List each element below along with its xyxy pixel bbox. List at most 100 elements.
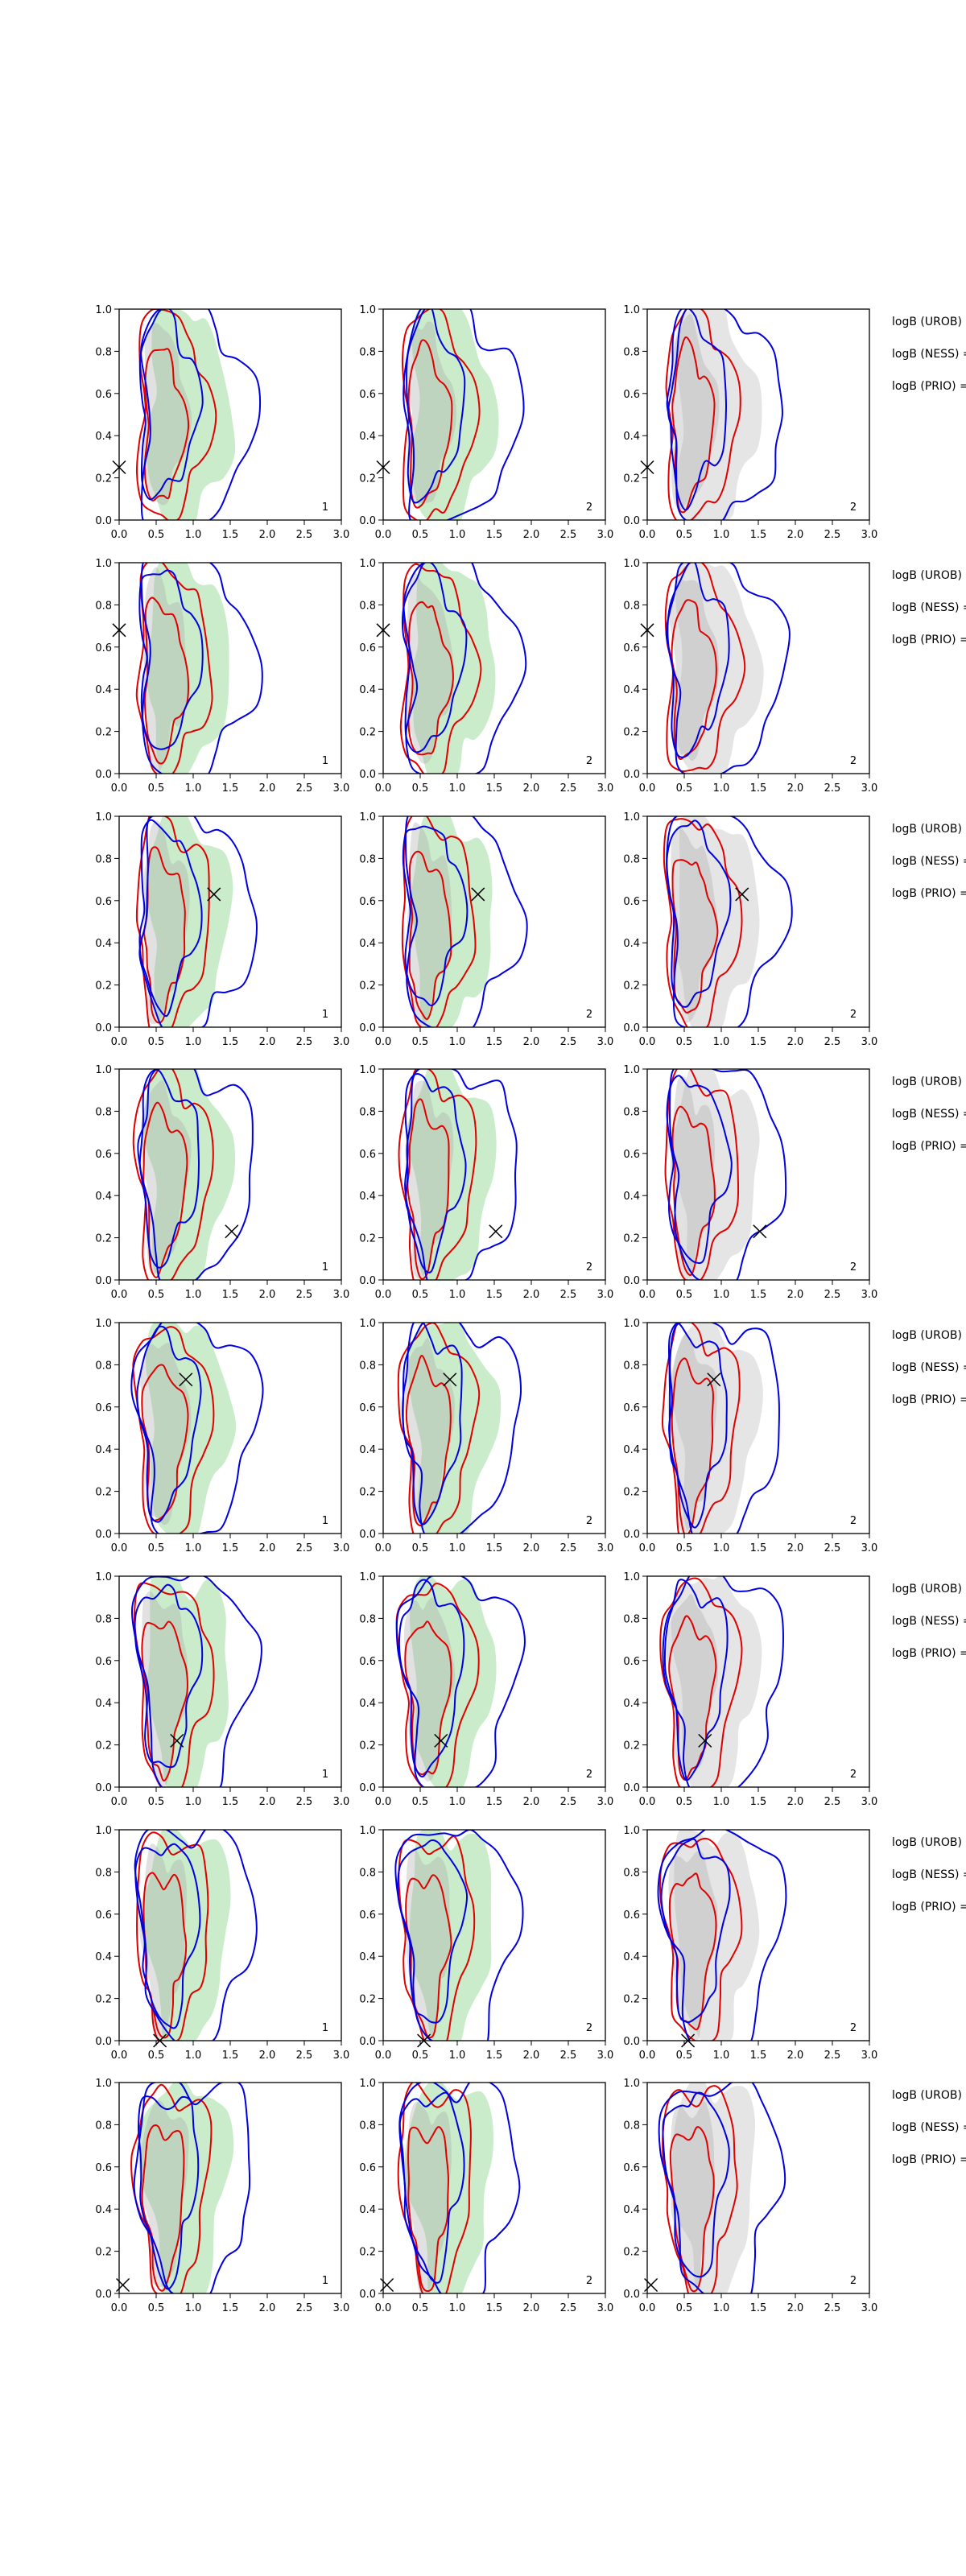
y-tick-label: 0.2 xyxy=(359,727,376,739)
x-tick-label: 0.0 xyxy=(375,1289,392,1301)
panel-r8-c3: 0.0 0.5 1.0 1.5 2.0 2.5 3.0 0.0 0.2 0.4 0.6 0.8 1.0 2 xyxy=(623,2078,877,2314)
x-tick-label: 1.0 xyxy=(449,782,466,795)
panel-corner-label: 2 xyxy=(586,2275,592,2287)
y-tick-label: 1.0 xyxy=(623,2078,640,2090)
x-tick-label: 2.5 xyxy=(824,1796,841,1808)
y-tick-label: 0.4 xyxy=(623,1444,640,1456)
red-contour-outer xyxy=(397,1323,481,1534)
y-tick-label: 0.6 xyxy=(359,1656,376,1668)
y-tick-label: 0.0 xyxy=(623,2036,640,2048)
x-tick-label: 2.5 xyxy=(824,2050,841,2062)
x-marker xyxy=(225,1224,239,1239)
x-tick-label: 0.0 xyxy=(111,1542,128,1554)
y-tick-label: 0.6 xyxy=(359,642,376,654)
blue-contour-inner xyxy=(402,309,466,504)
side-label: logB (NESS) = xyxy=(892,1361,966,1374)
y-tick-label: 0.8 xyxy=(623,1360,640,1372)
plot-area xyxy=(130,1323,264,1534)
x-tick-label: 2.5 xyxy=(560,1289,577,1301)
x-tick-label: 0.5 xyxy=(148,1796,165,1808)
x-tick-label: 1.5 xyxy=(750,1289,767,1301)
y-tick-label: 1.0 xyxy=(623,1318,640,1330)
panel-corner-label: 2 xyxy=(850,1769,857,1781)
x-tick-label: 1.0 xyxy=(185,529,202,541)
y-tick-label: 1.0 xyxy=(95,2078,112,2090)
y-tick-label: 0.8 xyxy=(359,853,376,865)
density-fill-outer xyxy=(671,1323,763,1534)
x-tick-label: 1.5 xyxy=(486,529,503,541)
y-tick-label: 0.4 xyxy=(359,1951,376,1963)
x-tick-label: 0.5 xyxy=(412,1542,429,1554)
panel-r7-c2: 0.0 0.5 1.0 1.5 2.0 2.5 3.0 0.0 0.2 0.4 0.6 0.8 1.0 2 xyxy=(359,1825,613,2062)
x-marker xyxy=(471,887,485,902)
x-tick-label: 2.0 xyxy=(787,2050,804,2062)
x-tick-label: 0.0 xyxy=(111,1036,128,1048)
density-fill-inner xyxy=(670,1075,715,1280)
side-label: logB (PRIO) = xyxy=(892,1647,966,1660)
y-tick-label: 1.0 xyxy=(359,558,376,570)
panel-r3-c2: 0.0 0.5 1.0 1.5 2.0 2.5 3.0 0.0 0.2 0.4 0.6 0.8 1.0 2 xyxy=(359,811,613,1048)
side-label: logB (UROB) = xyxy=(892,2089,966,2102)
x-tick-label: 1.5 xyxy=(222,1036,239,1048)
y-tick-label: 0.8 xyxy=(95,853,112,865)
y-tick-label: 0.6 xyxy=(95,2162,112,2174)
x-tick-label: 0.0 xyxy=(375,2302,392,2314)
y-tick-label: 1.0 xyxy=(359,811,376,824)
y-tick-label: 1.0 xyxy=(95,1825,112,1837)
x-tick-label: 1.5 xyxy=(222,1542,239,1554)
red-contour-outer xyxy=(663,818,743,1027)
panel-r3-c3: 0.0 0.5 1.0 1.5 2.0 2.5 3.0 0.0 0.2 0.4 0.6 0.8 1.0 2 xyxy=(623,811,877,1048)
x-tick-label: 0.0 xyxy=(639,529,656,541)
y-tick-label: 1.0 xyxy=(359,1318,376,1330)
blue-contour-outer xyxy=(404,816,528,1027)
side-label: logB (PRIO) = xyxy=(892,1901,966,1913)
y-tick-label: 1.0 xyxy=(95,558,112,570)
x-tick-label: 2.0 xyxy=(523,1289,540,1301)
density-fill-inner xyxy=(667,1593,719,1775)
blue-contour-inner xyxy=(398,2091,465,2284)
blue-contour-inner xyxy=(138,819,203,1018)
y-tick-label: 0.8 xyxy=(95,1106,112,1118)
y-tick-label: 1.0 xyxy=(359,1825,376,1837)
y-tick-label: 1.0 xyxy=(623,1064,640,1076)
panel-corner-label: 2 xyxy=(850,2275,857,2287)
x-tick-label: 2.0 xyxy=(787,1289,804,1301)
panel-r8-c1: 0.0 0.5 1.0 1.5 2.0 2.5 3.0 0.0 0.2 0.4 0.6 0.8 1.0 1 xyxy=(95,2078,349,2314)
y-tick-label: 0.0 xyxy=(623,1022,640,1034)
panel-corner-label: 2 xyxy=(850,755,857,767)
panel-corner-label: 1 xyxy=(322,1009,328,1021)
x-tick-label: 2.5 xyxy=(296,2050,313,2062)
plot-area xyxy=(665,309,783,520)
side-label: logB (NESS) = xyxy=(892,1868,966,1881)
y-tick-label: 0.6 xyxy=(359,896,376,908)
x-tick-label: 2.5 xyxy=(824,1289,841,1301)
x-tick-label: 3.0 xyxy=(333,1796,350,1808)
x-tick-label: 2.0 xyxy=(259,529,276,541)
density-fill-outer xyxy=(407,1069,497,1280)
x-tick-label: 0.5 xyxy=(148,529,165,541)
y-tick-label: 0.4 xyxy=(359,938,376,950)
y-tick-label: 0.2 xyxy=(359,980,376,993)
y-tick-label: 0.6 xyxy=(95,896,112,908)
x-tick-label: 1.5 xyxy=(486,1542,503,1554)
y-tick-label: 0.2 xyxy=(359,2247,376,2259)
y-tick-label: 0.0 xyxy=(95,515,112,527)
x-tick-label: 1.5 xyxy=(750,782,767,795)
x-tick-label: 3.0 xyxy=(333,1542,350,1554)
panel-corner-label: 2 xyxy=(586,1009,592,1021)
y-tick-label: 0.4 xyxy=(95,1698,112,1710)
blue-contour-inner xyxy=(402,1323,463,1525)
x-tick-label: 3.0 xyxy=(861,2302,878,2314)
y-tick-label: 0.6 xyxy=(95,1402,112,1414)
panel-r1-c2: 0.0 0.5 1.0 1.5 2.0 2.5 3.0 0.0 0.2 0.4 0.6 0.8 1.0 2 xyxy=(359,304,613,541)
red-contour-inner xyxy=(671,859,719,1013)
x-tick-label: 0.0 xyxy=(639,1036,656,1048)
density-fill-outer xyxy=(672,1069,760,1280)
x-tick-label: 0.0 xyxy=(111,2302,128,2314)
panel-r1-c3: 0.0 0.5 1.0 1.5 2.0 2.5 3.0 0.0 0.2 0.4 0.6 0.8 1.0 2 xyxy=(623,304,877,541)
red-contour-outer xyxy=(664,1069,740,1280)
y-tick-label: 0.8 xyxy=(95,1360,112,1372)
blue-contour-inner xyxy=(138,569,204,750)
x-tick-label: 0.0 xyxy=(111,2050,128,2062)
x-tick-label: 3.0 xyxy=(333,1036,350,1048)
